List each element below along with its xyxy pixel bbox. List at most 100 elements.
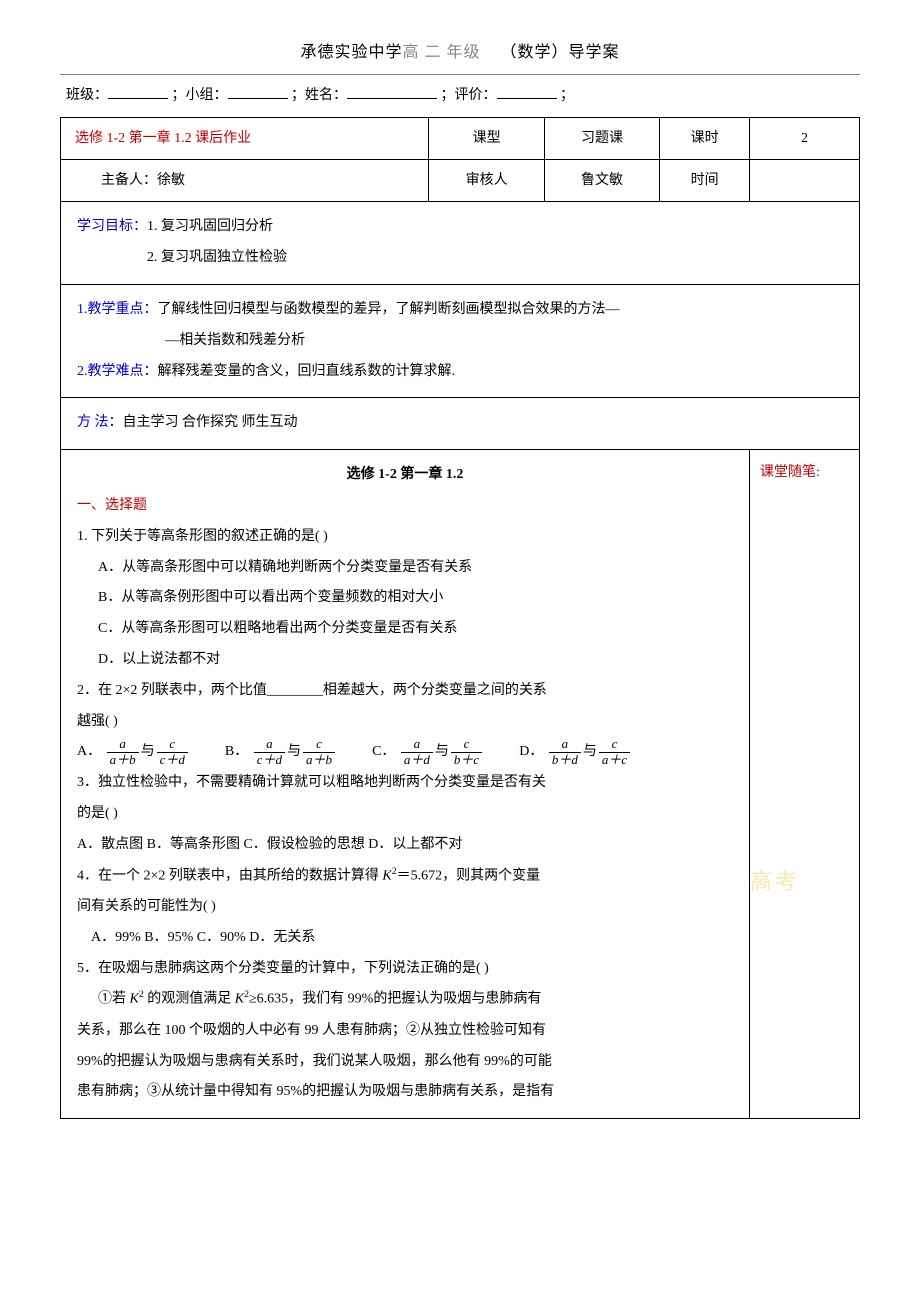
q2-frac-c2: cb＋c: [451, 737, 482, 767]
q5-l1-post: ≥6.635，我们有 99%的把握认为吸烟与患肺病有: [249, 992, 541, 1007]
main-table: 选修 1-2 第一章 1.2 课后作业 课型 习题课 课时 2 主备人：徐敏 审…: [60, 117, 860, 1119]
content-cell: 选修 1-2 第一章 1.2 一、选择题 1. 下列关于等高条形图的叙述正确的是…: [61, 450, 750, 1119]
q2-label-b: B．: [225, 744, 248, 759]
q1-opt-c: C．从等高条形图可以粗略地看出两个分类变量是否有关系: [77, 614, 733, 645]
blank-name: [347, 85, 437, 99]
info-r2-c2: 审核人: [429, 160, 544, 202]
q4-stem-a: 4．在一个 2×2 列联表中，由其所给的数据计算得 K2＝5.672，则其两个变…: [77, 861, 733, 892]
keypoint-1-line-1: 1.教学重点：了解线性回归模型与函数模型的差异，了解判断刻画模型拟合效果的方法—: [77, 295, 843, 326]
q2-frac-a1-den: a＋b: [107, 753, 139, 767]
q2-options: A． aa＋b与cc＋d B． ac＋d与ca＋b C． aa＋d与cb＋c D…: [77, 737, 733, 768]
info-r1-c1-text: 选修 1-2 第一章 1.2 课后作业: [75, 131, 251, 146]
q5-line-4: 患有肺病；③从统计量中得知有 95%的把握认为吸烟与患肺病有关系，是指有: [77, 1077, 733, 1108]
q2-join-d: 与: [583, 744, 597, 759]
content-title: 选修 1-2 第一章 1.2: [77, 460, 733, 491]
q3-stem-a: 3．独立性检验中，不需要精确计算就可以粗略地判断两个分类变量是否有关: [77, 768, 733, 799]
q5-l1-pre: ①若: [98, 992, 130, 1007]
keypoints-row: 1.教学重点：了解线性回归模型与函数模型的差异，了解判断刻画模型拟合效果的方法—…: [61, 284, 860, 397]
q5-l1-mid: 的观测值满足: [144, 992, 235, 1007]
q2-frac-d2: ca＋c: [599, 737, 630, 767]
info-row-1: 选修 1-2 第一章 1.2 课后作业 课型 习题课 课时 2: [61, 117, 860, 159]
header-tail: ；: [560, 88, 574, 103]
q4-stem-b: 间有关系的可能性为( ): [77, 892, 733, 923]
q3-stem-b: 的是( ): [77, 799, 733, 830]
title-part-2: 高: [402, 44, 419, 61]
q2-stem-b: 越强( ): [77, 707, 733, 738]
q2-frac-b2-num: c: [303, 737, 335, 752]
title-part-5: （数学）导学案: [501, 44, 620, 61]
q4-k: K: [382, 868, 391, 883]
label-name: ；姓名：: [291, 88, 347, 103]
q2-frac-c2-num: c: [451, 737, 482, 752]
q5-k2: K: [235, 992, 244, 1007]
info-r1-c4: 课时: [660, 117, 750, 159]
q2-frac-d1-num: a: [549, 737, 581, 752]
q2-join-a: 与: [141, 744, 155, 759]
info-r2-c4: 时间: [660, 160, 750, 202]
side-note-label: 课堂随笔:: [760, 465, 820, 480]
method-row: 方 法：自主学习 合作探究 师生互动: [61, 398, 860, 450]
kp1-text-a: 了解线性回归模型与函数模型的差异，了解判断刻画模型拟合效果的方法—: [158, 302, 620, 317]
info-row-2: 主备人：徐敏 审核人 鲁文敏 时间: [61, 160, 860, 202]
title-part-4: 年级: [447, 44, 481, 61]
objectives-row: 学习目标：1. 复习巩固回归分析 2. 复习巩固独立性检验: [61, 202, 860, 285]
q2-label-a: A．: [77, 744, 101, 759]
q2-stem-a: 2．在 2×2 列联表中，两个比值________相差越大，两个分类变量之间的关…: [77, 676, 733, 707]
q3-opts: A．散点图 B．等高条形图 C．假设检验的思想 D．以上都不对: [77, 830, 733, 861]
keypoint-2-line: 2.教学难点：解释残差变量的含义，回归直线系数的计算求解.: [77, 357, 843, 388]
q5-k1: K: [130, 992, 139, 1007]
method-cell: 方 法：自主学习 合作探究 师生互动: [61, 398, 860, 450]
q2-frac-a2-den: c＋d: [157, 753, 188, 767]
q2-frac-a2-num: c: [157, 737, 188, 752]
q5-line-2: 关系，那么在 100 个吸烟的人中必有 99 人患有肺病；②从独立性检验可知有: [77, 1016, 733, 1047]
q4-stem-a-post: ＝5.672，则其两个变量: [397, 868, 541, 883]
q2-frac-b1: ac＋d: [254, 737, 285, 767]
q2-frac-d1-den: b＋d: [549, 753, 581, 767]
q2-frac-b1-num: a: [254, 737, 285, 752]
q2-frac-d2-num: c: [599, 737, 630, 752]
q1-opt-b: B．从等高条例形图中可以看出两个变量频数的相对大小: [77, 583, 733, 614]
keypoints-cell: 1.教学重点：了解线性回归模型与函数模型的差异，了解判断刻画模型拟合效果的方法—…: [61, 284, 860, 397]
info-r2-c5: [750, 160, 860, 202]
label-class: 班级：: [66, 88, 108, 103]
q2-frac-b2-den: a＋b: [303, 753, 335, 767]
section-1-heading: 一、选择题: [77, 491, 733, 522]
kp2-label: 2.教学难点：: [77, 364, 158, 379]
objective-1: 1. 复习巩固回归分析: [147, 219, 273, 234]
q1-opt-d: D．以上说法都不对: [77, 645, 733, 676]
blank-group: [228, 85, 288, 99]
q4-opts: A．99% B．95% C．90% D．无关系: [77, 923, 733, 954]
info-r2-c3: 鲁文敏: [544, 160, 659, 202]
title-underline: [60, 74, 860, 75]
q2-label-d: D．: [519, 744, 543, 759]
q2-join-b: 与: [287, 744, 301, 759]
q2-frac-b2: ca＋b: [303, 737, 335, 767]
q2-frac-a2: cc＋d: [157, 737, 188, 767]
kp1-text-b: —相关指数和残差分析: [77, 326, 843, 357]
q2-frac-c1-den: a＋d: [401, 753, 433, 767]
method-label: 方 法：: [77, 415, 123, 430]
info-r1-c3: 习题课: [544, 117, 659, 159]
q2-frac-c1: aa＋d: [401, 737, 433, 767]
q1-stem: 1. 下列关于等高条形图的叙述正确的是( ): [77, 522, 733, 553]
page-title: 承德实验中学高 二 年级 （数学）导学案: [60, 40, 860, 66]
q1-opt-a: A．从等高条形图中可以精确地判断两个分类变量是否有关系: [77, 553, 733, 584]
q2-frac-a1: aa＋b: [107, 737, 139, 767]
label-eval: ；评价：: [441, 88, 497, 103]
info-r2-c1: 主备人：徐敏: [61, 160, 429, 202]
q2-frac-a1-num: a: [107, 737, 139, 752]
q5-line-3: 99%的把握认为吸烟与患病有关系时，我们说某人吸烟，那么他有 99%的可能: [77, 1047, 733, 1078]
title-part-3: 二: [424, 44, 441, 61]
q2-frac-c1-num: a: [401, 737, 433, 752]
kp1-label: 1.教学重点：: [77, 302, 158, 317]
title-part-1: 承德实验中学: [300, 44, 402, 61]
blank-class: [108, 85, 168, 99]
q2-label-c: C．: [372, 744, 395, 759]
q2-join-c: 与: [435, 744, 449, 759]
side-note-cell: 课堂随笔:: [750, 450, 860, 1119]
label-group: ；小组：: [172, 88, 228, 103]
objectives-label: 学习目标：: [77, 219, 147, 234]
method-text: 自主学习 合作探究 师生互动: [123, 415, 298, 430]
q2-frac-d1: ab＋d: [549, 737, 581, 767]
content-row: 选修 1-2 第一章 1.2 一、选择题 1. 下列关于等高条形图的叙述正确的是…: [61, 450, 860, 1119]
